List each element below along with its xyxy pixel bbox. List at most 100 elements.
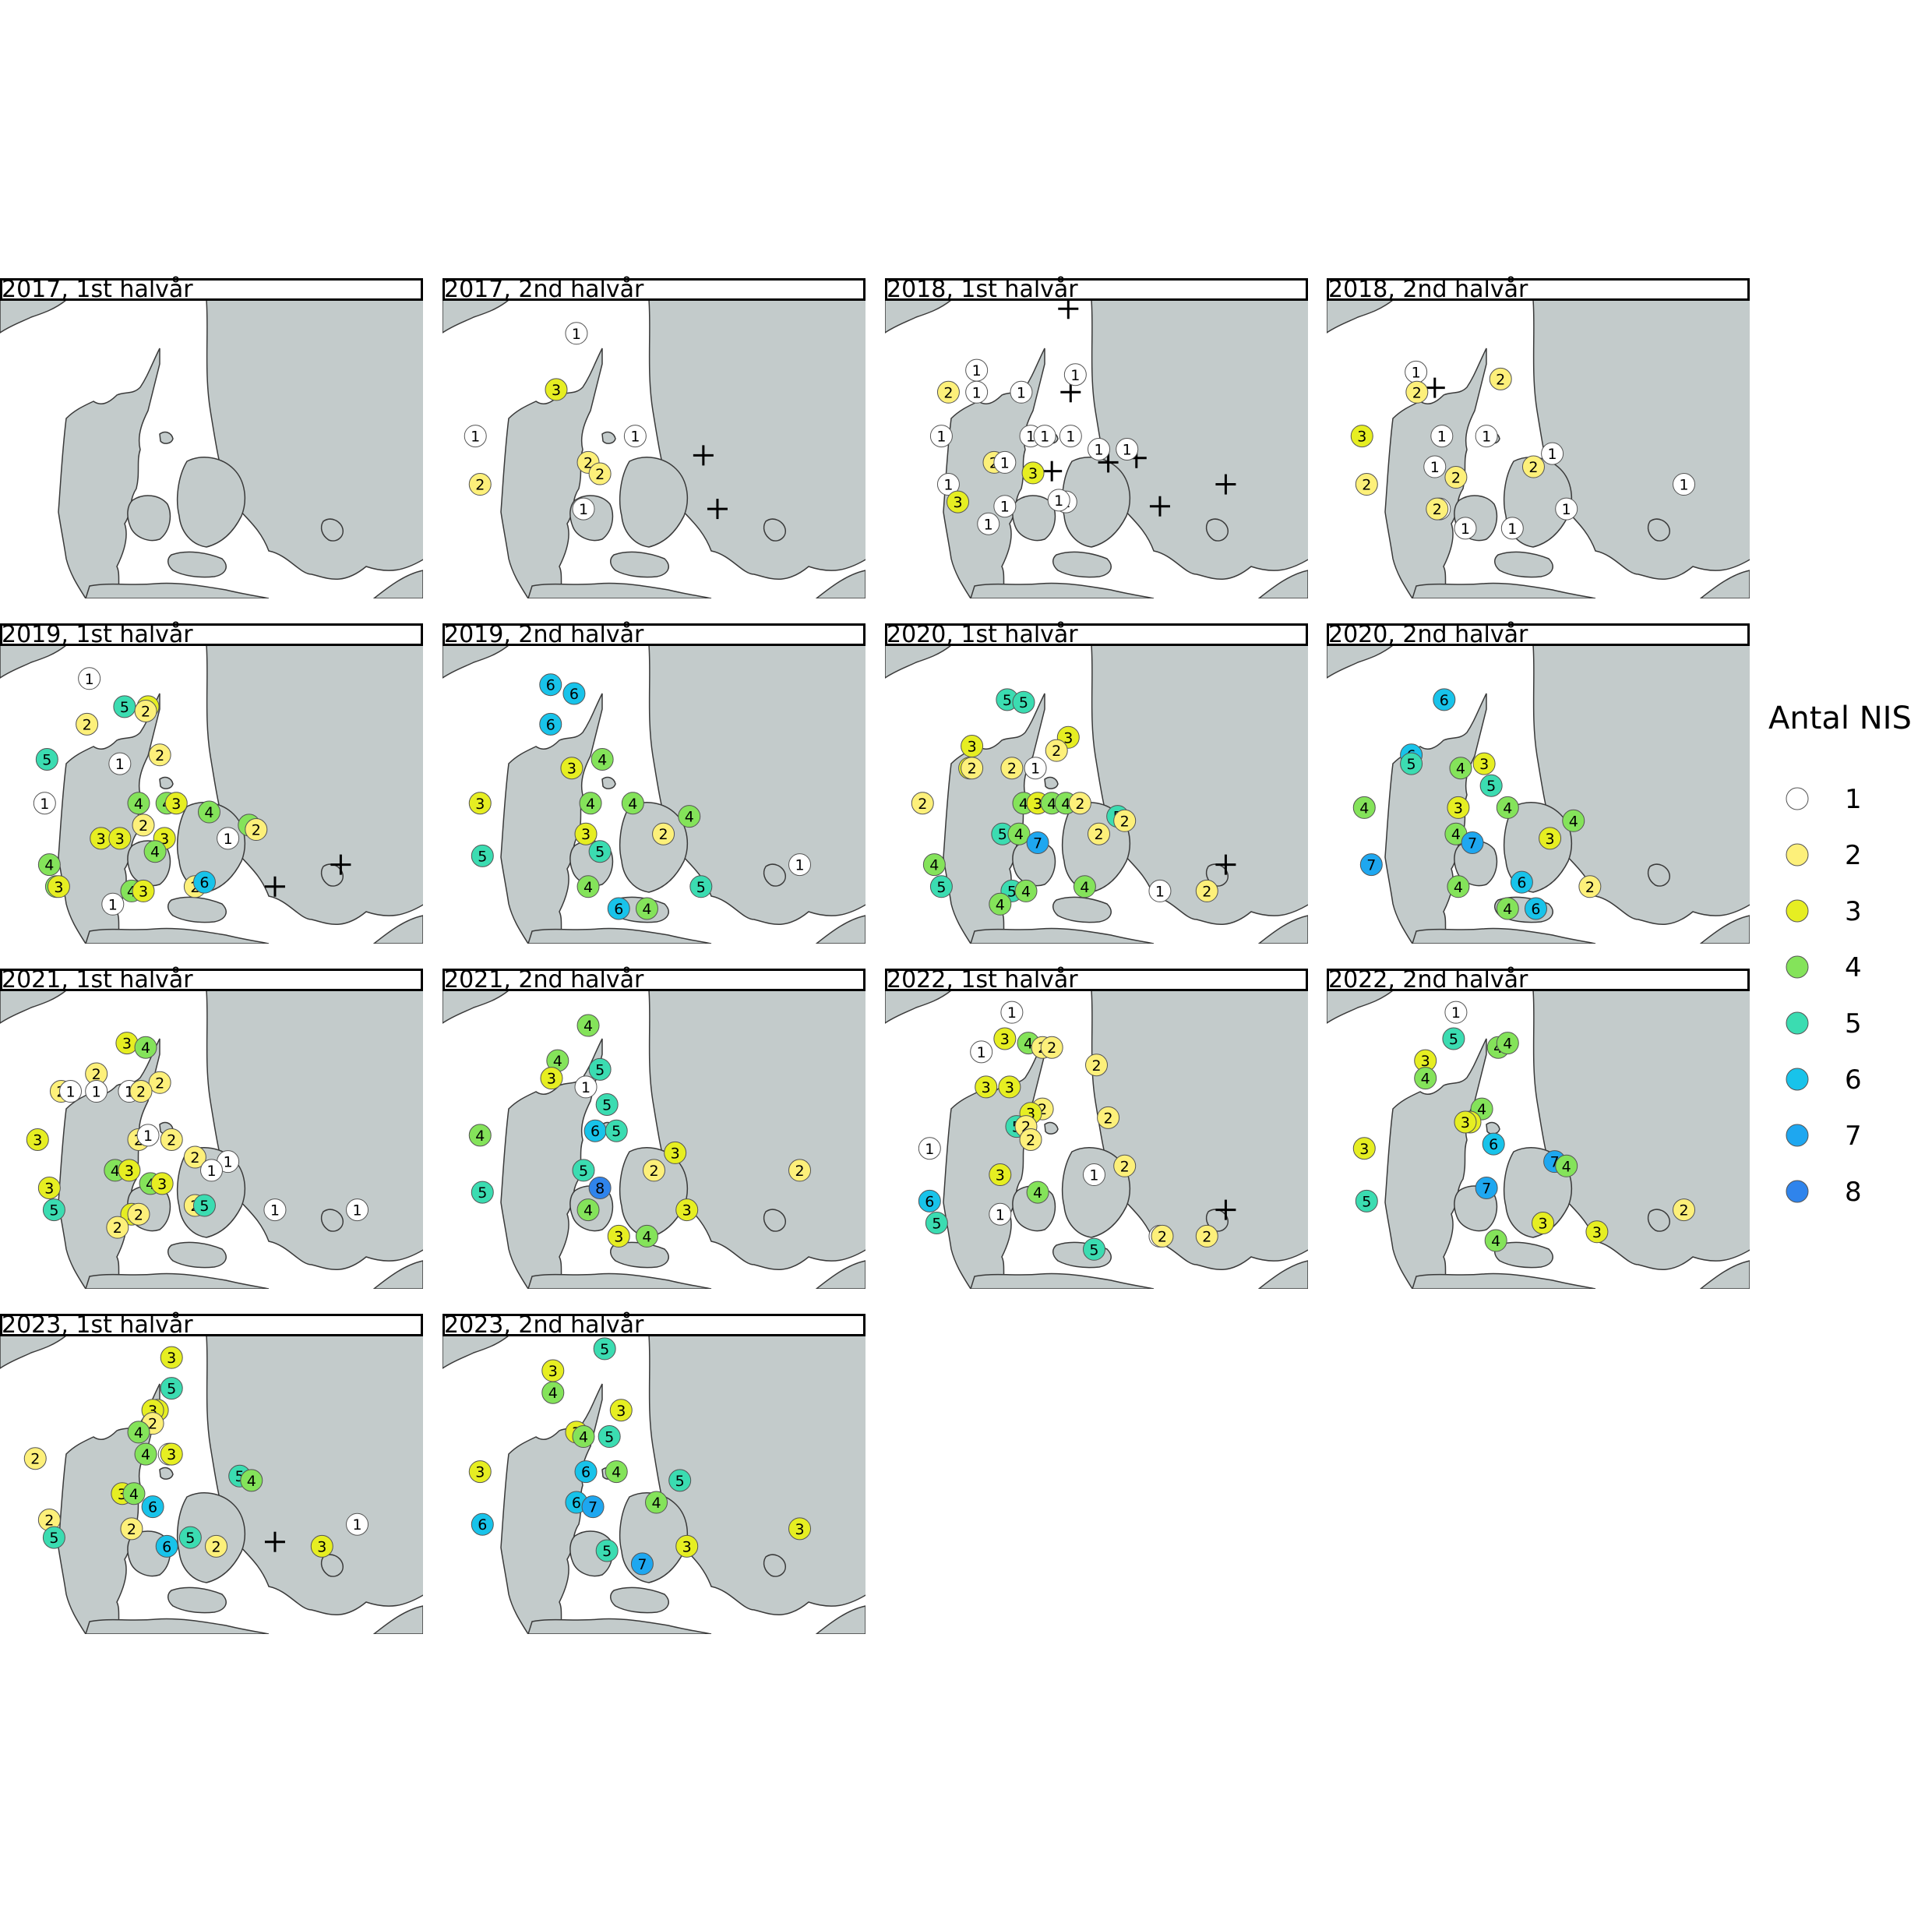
site-circle (1021, 461, 1045, 485)
site-count-label: 4 (583, 1018, 593, 1035)
site-marker: 2 (643, 1159, 665, 1182)
site-circle (788, 1517, 812, 1541)
no-data-cross-marker (1424, 377, 1445, 398)
site-count-label: 1 (1000, 499, 1010, 516)
site-count-label: 1 (352, 1516, 361, 1534)
site-count-label: 5 (1362, 1193, 1371, 1210)
site-circle (565, 322, 588, 345)
site-count-label: 2 (83, 716, 92, 733)
site-circle (197, 800, 220, 824)
site-marker: 1 (1423, 455, 1447, 478)
site-marker: 5 (593, 1337, 616, 1361)
site-marker: 5 (35, 747, 58, 771)
site-marker: 4 (240, 1469, 263, 1492)
site-marker: 4 (922, 853, 946, 877)
site-circle (468, 473, 492, 496)
site-circle (85, 1080, 108, 1103)
site-marker: 5 (595, 1092, 619, 1116)
site-circle (192, 870, 216, 894)
legend-label: 7 (1845, 1121, 1862, 1152)
site-marker: 4 (635, 1224, 658, 1248)
site-marker: 1 (200, 1159, 223, 1182)
site-marker: 7 (1475, 1176, 1498, 1199)
legend-item: 6 (1786, 1064, 1862, 1096)
site-marker: 1 (989, 1202, 1012, 1226)
site-marker: 4 (1026, 1181, 1049, 1204)
site-marker: 3 (37, 1176, 61, 1199)
site-circle (1423, 455, 1447, 478)
site-count-label: 4 (1021, 883, 1031, 900)
site-marker: 4 (678, 805, 701, 828)
site-count-label: 2 (1585, 879, 1595, 896)
site-marker: 4 (576, 1014, 600, 1037)
site-count-label: 1 (115, 756, 125, 773)
site-count-label: 4 (150, 844, 160, 861)
site-marker: 5 (588, 840, 612, 863)
site-count-label: 4 (1061, 796, 1070, 813)
site-count-label: 2 (943, 384, 953, 401)
site-circle (576, 875, 600, 898)
site-marker: 7 (630, 1552, 654, 1576)
site-count-label: 3 (167, 1350, 176, 1367)
site-circle (652, 822, 675, 845)
site-marker: 3 (788, 1517, 812, 1541)
site-count-label: 3 (171, 796, 181, 813)
site-marker: 3 (108, 827, 132, 850)
site-marker: 2 (788, 1159, 812, 1182)
site-count-label: 2 (1026, 1132, 1035, 1149)
legend-item: 5 (1786, 1008, 1862, 1039)
site-count-label: 2 (148, 1416, 157, 1433)
no-data-cross-marker (1060, 382, 1081, 403)
site-count-label: 5 (120, 699, 129, 716)
site-marker: 2 (134, 699, 157, 722)
site-circle (1447, 796, 1470, 819)
site-marker: 4 (591, 747, 614, 771)
site-count-label: 5 (1089, 1241, 1098, 1258)
site-marker: 3 (150, 1172, 174, 1195)
site-circle (120, 1517, 143, 1541)
legend-swatch (1786, 1180, 1809, 1203)
site-count-label: 3 (1033, 796, 1042, 813)
site-marker: 1 (217, 827, 240, 850)
site-circle (26, 1128, 49, 1151)
site-count-label: 2 (1158, 1228, 1167, 1245)
site-marker: 5 (1479, 774, 1503, 797)
site-marker: 4 (37, 853, 61, 877)
site-marker: 3 (1350, 425, 1373, 448)
panel-strip (0, 623, 423, 646)
site-marker: 3 (1447, 796, 1470, 819)
site-marker: 3 (160, 1346, 183, 1369)
site-circle (1489, 367, 1512, 390)
site-count-label: 4 (612, 1464, 621, 1481)
site-count-label: 1 (471, 429, 480, 446)
site-count-label: 2 (1412, 384, 1422, 401)
site-marker: 5 (1442, 1027, 1465, 1050)
site-circle (1555, 1154, 1578, 1177)
site-circle (1454, 1110, 1477, 1134)
site-circle (1673, 473, 1696, 496)
site-marker: 5 (178, 1526, 202, 1549)
site-marker: 1 (929, 425, 953, 448)
site-marker: 1 (1059, 425, 1082, 448)
site-marker: 3 (132, 879, 155, 902)
site-count-label: 5 (998, 826, 1007, 843)
site-marker: 1 (1405, 360, 1428, 383)
site-marker: 3 (468, 1460, 492, 1484)
site-circle (993, 1027, 1017, 1050)
site-marker: 1 (1475, 425, 1498, 448)
site-marker: 1 (1000, 1001, 1024, 1024)
site-circle (574, 822, 598, 845)
site-count-label: 6 (546, 677, 555, 694)
site-marker: 2 (936, 380, 960, 404)
site-marker: 4 (197, 800, 220, 824)
legend-swatch (1786, 787, 1809, 810)
site-circle (1012, 690, 1035, 714)
site-count-label: 1 (143, 1128, 153, 1145)
site-marker: 7 (1359, 853, 1383, 877)
site-circle (989, 1202, 1012, 1226)
site-count-label: 5 (185, 1530, 195, 1547)
site-marker: 4 (1414, 1067, 1437, 1090)
site-count-label: 1 (224, 831, 233, 848)
